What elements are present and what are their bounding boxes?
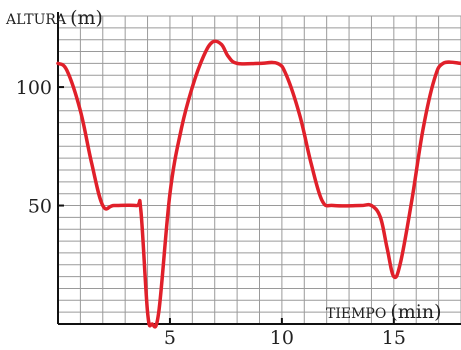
x-axis-title: TIEMPO (min) bbox=[326, 301, 441, 323]
y-axis-label-name: ALTURA bbox=[5, 12, 67, 28]
tick-labels: 5 10 15 50 100 bbox=[16, 77, 406, 349]
x-axis-label-unit: (min) bbox=[390, 301, 441, 323]
series-layer bbox=[56, 39, 461, 329]
x-tick-label: 15 bbox=[382, 327, 406, 349]
series-line bbox=[56, 39, 461, 329]
y-axis-label-unit: (m) bbox=[70, 7, 103, 29]
y-tick-label: 100 bbox=[16, 77, 52, 99]
x-tick-label: 10 bbox=[270, 327, 294, 349]
y-tick-label: 50 bbox=[28, 196, 52, 218]
x-axis-label-name: TIEMPO bbox=[326, 306, 386, 322]
y-axis-title: ALTURA (m) bbox=[5, 7, 103, 29]
x-tick-label: 5 bbox=[164, 327, 176, 349]
grid bbox=[58, 15, 461, 324]
